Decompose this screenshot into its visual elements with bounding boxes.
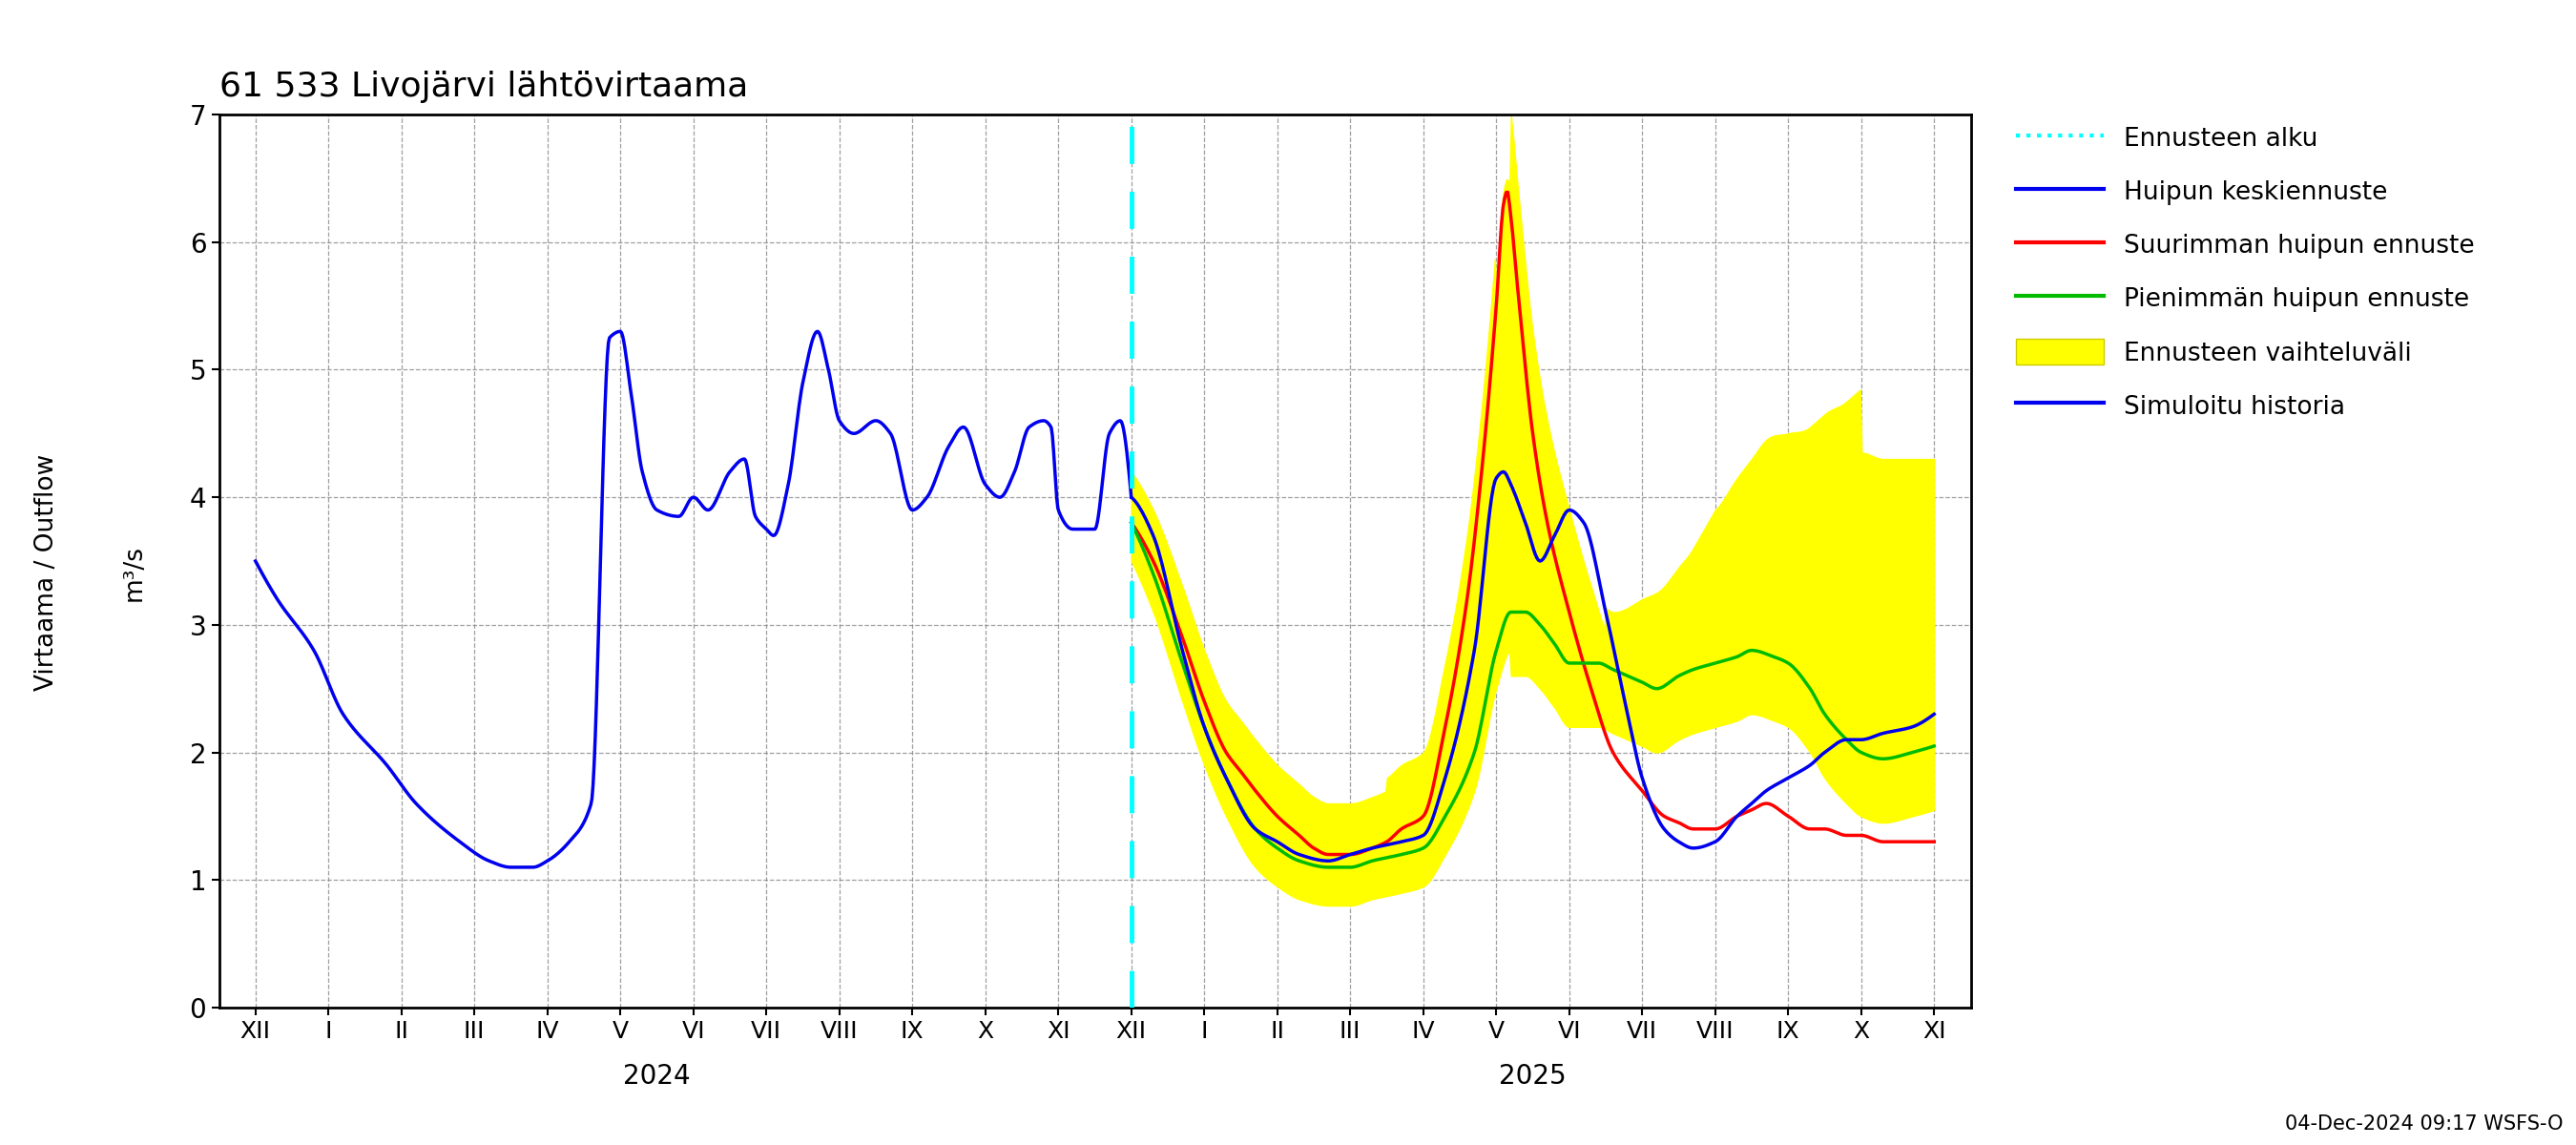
Text: Virtaama / Outflow: Virtaama / Outflow [33, 455, 59, 690]
Text: 2025: 2025 [1499, 1064, 1566, 1090]
Legend: Ennusteen alku, Huipun keskiennuste, Suurimman huipun ennuste, Pienimmän huipun : Ennusteen alku, Huipun keskiennuste, Suu… [2007, 114, 2486, 429]
Text: 2024: 2024 [623, 1064, 690, 1090]
Text: m³/s: m³/s [121, 544, 147, 601]
Text: 04-Dec-2024 09:17 WSFS-O: 04-Dec-2024 09:17 WSFS-O [2285, 1114, 2563, 1134]
Text: 61 533 Livojärvi lähtövirtaama: 61 533 Livojärvi lähtövirtaama [219, 70, 747, 103]
